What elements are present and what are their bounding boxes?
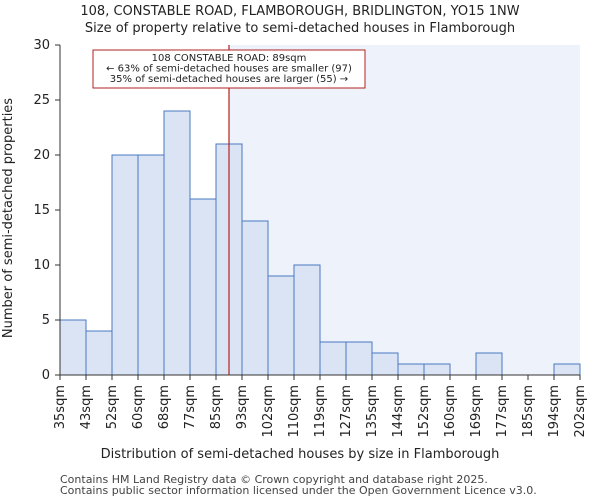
y-tick-label-15: 15 [33,203,50,218]
x-tick-label-152sqm: 152sqm [417,385,432,438]
bar-127sqm [345,341,373,376]
x-tick-label-77sqm: 77sqm [183,385,198,429]
x-tick-label-202sqm: 202sqm [573,385,588,438]
y-axis-label: Number of semi-detached properties [1,98,16,338]
x-tick-label-110sqm: 110sqm [287,385,302,438]
y-tick-label-20: 20 [33,148,50,163]
y-tick-label-30: 30 [33,38,50,53]
x-tick-label-60sqm: 60sqm [131,385,146,429]
bar-43sqm [85,330,113,376]
annotation-line-3: 35% of semi-detached houses are larger (… [110,74,348,85]
x-tick-label-185sqm: 185sqm [521,385,536,438]
bar-119sqm [319,341,347,376]
annotation-box [92,49,366,89]
bar-77sqm [189,198,217,376]
bar-152sqm [423,363,451,376]
x-tick-label-43sqm: 43sqm [79,385,94,429]
x-tick-label-102sqm: 102sqm [261,385,276,438]
annotation-line-2: ← 63% of semi-detached houses are smalle… [106,64,352,75]
bar-169sqm [475,352,503,376]
bar-144sqm [397,363,425,376]
annotation-line-1: 108 CONSTABLE ROAD: 89sqm [152,53,307,64]
x-axis-label: Distribution of semi-detached houses by … [101,447,500,462]
x-tick-label-127sqm: 127sqm [339,385,354,438]
x-tick-label-119sqm: 119sqm [313,385,328,438]
x-tick-label-177sqm: 177sqm [495,385,510,438]
y-tick-label-10: 10 [33,258,50,273]
bar-93sqm [241,220,269,376]
x-tick-label-35sqm: 35sqm [53,385,68,429]
x-tick-label-135sqm: 135sqm [365,385,380,438]
x-tick-label-194sqm: 194sqm [547,385,562,438]
plot-area: 0 5 10 15 20 25 30 35sqm 43sqm 52sqm 60sqm 68sqm 77s… [33,38,588,438]
footer-line-1: Contains HM Land Registry data © Crown c… [60,473,488,486]
bar-60sqm [137,154,165,376]
bar-52sqm [111,154,139,376]
x-tick-label-68sqm: 68sqm [157,385,172,429]
bar-135sqm [371,352,399,376]
x-tick-label-169sqm: 169sqm [469,385,484,438]
y-tick-label-25: 25 [33,93,50,108]
x-tick-label-160sqm: 160sqm [443,385,458,438]
y-tick-label-5: 5 [42,313,50,328]
bar-102sqm [267,275,295,376]
chart-subtitle: Size of property relative to semi-detach… [85,21,515,36]
x-tick-label-93sqm: 93sqm [235,385,250,429]
footer-line-2: Contains public sector information licen… [60,484,537,497]
x-tick-label-52sqm: 52sqm [105,385,120,429]
x-tick-label-85sqm: 85sqm [209,385,224,429]
bar-68sqm [163,110,191,376]
chart-title: 108, CONSTABLE ROAD, FLAMBOROUGH, BRIDLI… [80,4,519,19]
bar-110sqm [293,264,321,376]
bar-35sqm [59,319,87,376]
bar-194sqm [553,363,581,376]
y-tick-label-0: 0 [42,368,50,383]
x-tick-label-144sqm: 144sqm [391,385,406,438]
